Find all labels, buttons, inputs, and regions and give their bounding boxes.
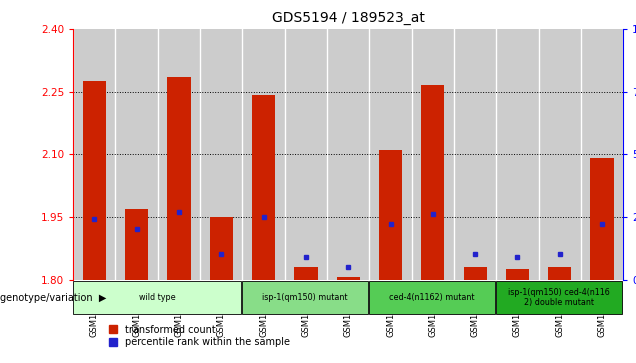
Bar [539, 29, 581, 280]
Bar [421, 85, 445, 280]
Text: isp-1(qm150) mutant: isp-1(qm150) mutant [262, 293, 348, 302]
Bar [370, 281, 495, 314]
Text: genotype/variation  ▶: genotype/variation ▶ [0, 293, 106, 303]
Bar [411, 29, 454, 280]
Bar [379, 150, 402, 280]
Bar [496, 29, 539, 280]
Text: isp-1(qm150) ced-4(n116
2) double mutant: isp-1(qm150) ced-4(n116 2) double mutant [508, 288, 610, 307]
Bar [73, 29, 116, 280]
Bar [125, 208, 148, 280]
Text: ced-4(n1162) mutant: ced-4(n1162) mutant [389, 293, 474, 302]
Bar [327, 29, 370, 280]
Bar [590, 159, 614, 280]
Bar [158, 29, 200, 280]
Bar [370, 29, 411, 280]
Bar [285, 29, 327, 280]
Bar [294, 267, 317, 280]
Bar [548, 267, 571, 280]
Title: GDS5194 / 189523_at: GDS5194 / 189523_at [272, 11, 425, 25]
Text: wild type: wild type [139, 293, 176, 302]
Bar [336, 277, 360, 280]
Bar [116, 29, 158, 280]
Bar [454, 29, 496, 280]
Bar [200, 29, 242, 280]
Bar [242, 29, 285, 280]
Bar [252, 95, 275, 280]
Bar [464, 267, 487, 280]
Bar [506, 269, 529, 280]
Bar [83, 81, 106, 280]
Bar [73, 281, 240, 314]
Legend: transformed count, percentile rank within the sample: transformed count, percentile rank withi… [106, 321, 294, 351]
Bar [167, 77, 191, 280]
Bar [242, 281, 368, 314]
Bar [210, 217, 233, 280]
Bar [581, 29, 623, 280]
Bar [496, 281, 621, 314]
